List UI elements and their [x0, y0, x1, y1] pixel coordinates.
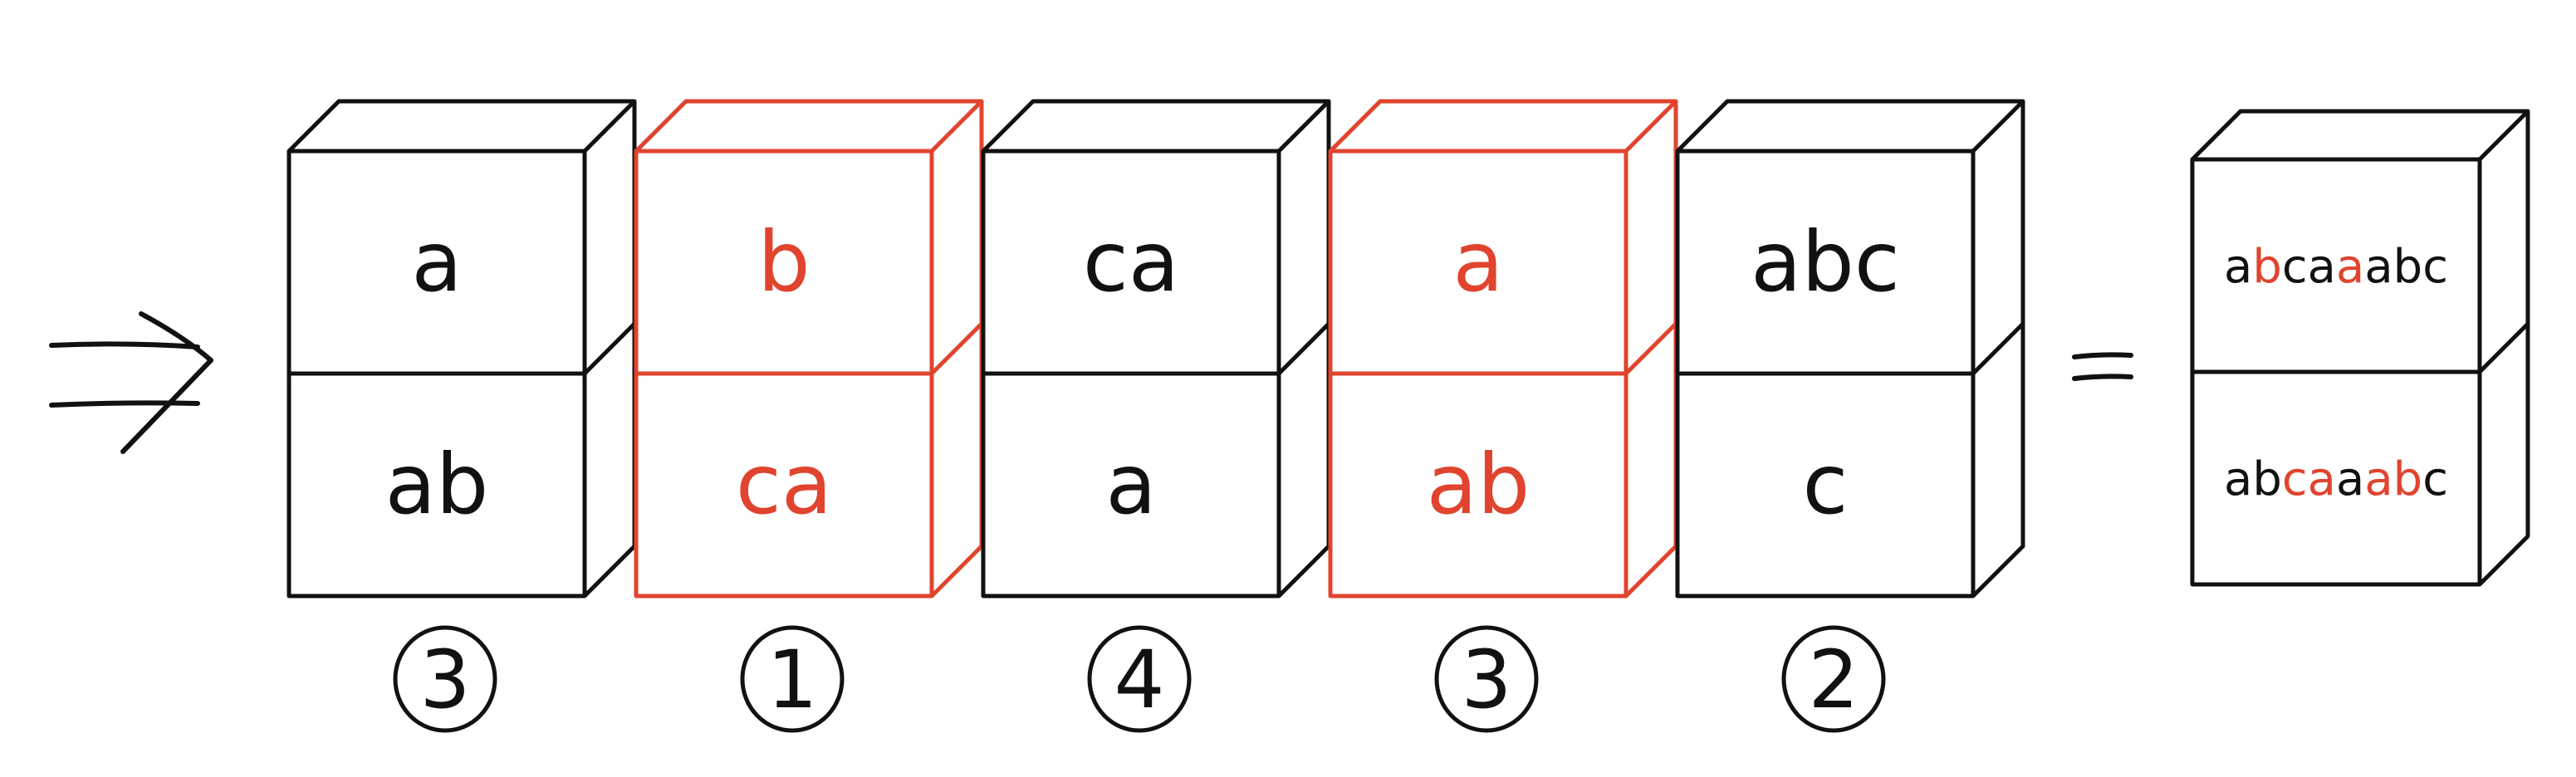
- result-bottom-segment: c: [2422, 452, 2448, 506]
- equals-sign-icon: [2072, 352, 2133, 381]
- domino-top-text: ca: [1083, 213, 1179, 310]
- order-label: 2: [1808, 633, 1859, 726]
- order-circle: [1781, 625, 1886, 733]
- result-bottom-segment: ca: [2282, 452, 2336, 506]
- result-top-segment: ca: [2282, 240, 2336, 294]
- domino-bottom-text: c: [1803, 436, 1849, 533]
- domino-top-text: abc: [1751, 213, 1900, 310]
- domino-top-face: [982, 99, 1331, 153]
- domino-side-face: [1971, 101, 2025, 598]
- domino-top-face: [1329, 99, 1678, 153]
- order-circle: [393, 625, 497, 733]
- domino-bottom-text: ca: [736, 436, 832, 533]
- domino-top-face: [287, 99, 637, 153]
- result-top-segment: abc: [2364, 240, 2448, 294]
- order-label: 3: [1461, 633, 1511, 726]
- result-top-string: abcaaabc: [2224, 240, 2448, 294]
- domino-sequence: a ab 3 b ca 1 ca a 4 a ab 3 abc c 2: [286, 99, 2025, 733]
- domino: b ca 1: [634, 99, 984, 733]
- order-circle: [1434, 625, 1539, 733]
- order-label: 4: [1114, 633, 1164, 726]
- domino-top-face: [634, 99, 984, 153]
- domino-top-face: [2191, 109, 2530, 161]
- domino-side-divider: [1971, 322, 2025, 375]
- domino-bottom-text: a: [1105, 436, 1156, 533]
- domino-side-divider: [1624, 322, 1677, 375]
- domino: abc c 2: [1675, 99, 2025, 733]
- domino-bottom-text: ab: [1427, 436, 1530, 533]
- domino: a ab 3: [1328, 99, 1678, 733]
- order-label: 1: [766, 633, 817, 726]
- result-top-segment: a: [2224, 240, 2252, 294]
- order-circle: [740, 625, 845, 733]
- result-bottom-string: abcaaabc: [2224, 452, 2448, 506]
- domino: a ab 3: [286, 99, 637, 733]
- domino-bottom-text: ab: [385, 436, 489, 533]
- order-label: 3: [419, 633, 470, 726]
- double-arrow-implies-icon: [49, 311, 213, 454]
- domino-top-text: a: [1452, 213, 1503, 310]
- domino-side-face: [2478, 111, 2530, 586]
- domino-side-divider: [583, 322, 636, 375]
- result-bottom-segment: ab: [2224, 452, 2282, 506]
- domino-top-face: [1676, 99, 2025, 153]
- order-circle: [1087, 625, 1192, 733]
- result-bottom-segment: a: [2336, 452, 2364, 506]
- domino-side-divider: [2478, 322, 2529, 374]
- result-top-segment: a: [2336, 240, 2364, 294]
- result-top-segment: b: [2252, 240, 2282, 294]
- result-bottom-segment: ab: [2364, 452, 2422, 506]
- domino-top-text: b: [757, 213, 810, 310]
- domino-side-divider: [1277, 322, 1330, 375]
- domino-side-divider: [930, 322, 983, 375]
- domino-top-text: a: [411, 213, 462, 310]
